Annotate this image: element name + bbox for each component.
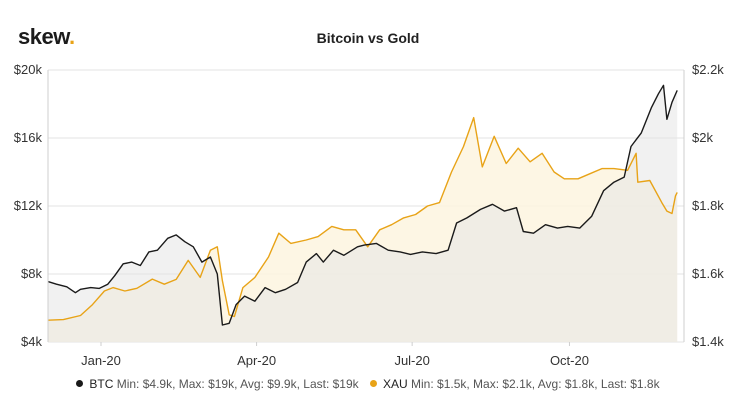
legend-dot-xau (369, 380, 377, 387)
left-tick-label: $16k (14, 130, 43, 145)
x-tick-label: Apr-20 (237, 353, 276, 368)
legend-stats-xau: Min: $1.5k, Max: $2.1k, Avg: $1.8k, Last… (411, 377, 660, 391)
btc-line[interactable] (47, 84, 678, 326)
series-lines (47, 84, 678, 326)
right-tick-label: $1.8k (692, 198, 724, 213)
legend-dot-btc (76, 380, 84, 387)
right-tick-label: $1.6k (692, 266, 724, 281)
btc-area (48, 85, 678, 343)
right-tick-label: $2k (692, 130, 713, 145)
left-tick-label: $12k (14, 198, 43, 213)
x-tick-label: Oct-20 (550, 353, 589, 368)
legend-name-btc: BTC (89, 377, 114, 391)
legend-name-xau: XAU (382, 377, 408, 391)
axes (47, 70, 685, 346)
right-tick-label: $2.2k (692, 62, 724, 77)
legend: BTC Min: $4.9k, Max: $19k, Avg: $9.9k, L… (0, 377, 736, 391)
tick-labels: $4k $8k $12k $16k $20k $1.4k $1.6k $1.8k $2k $2.2… (14, 62, 725, 368)
right-tick-label: $1.4k (692, 334, 724, 349)
legend-stats-btc: Min: $4.9k, Max: $19k, Avg: $9.9k, Last:… (116, 377, 359, 391)
x-tick-label: Jul-20 (394, 353, 429, 368)
left-tick-label: $4k (21, 334, 42, 349)
chart-title: Bitcoin vs Gold (316, 30, 420, 46)
x-tick-label: Jan-20 (81, 353, 121, 368)
legend-item-xau[interactable]: XAU Min: $1.5k, Max: $2.1k, Avg: $1.8k, … (369, 377, 660, 391)
left-tick-label: $8k (21, 266, 42, 281)
skew-logo: skew. (18, 24, 75, 49)
area-fills (48, 85, 678, 343)
left-tick-label: $20k (14, 62, 43, 77)
xau-line[interactable] (47, 116, 678, 321)
legend-item-btc[interactable]: BTC Min: $4.9k, Max: $19k, Avg: $9.9k, L… (76, 377, 359, 391)
